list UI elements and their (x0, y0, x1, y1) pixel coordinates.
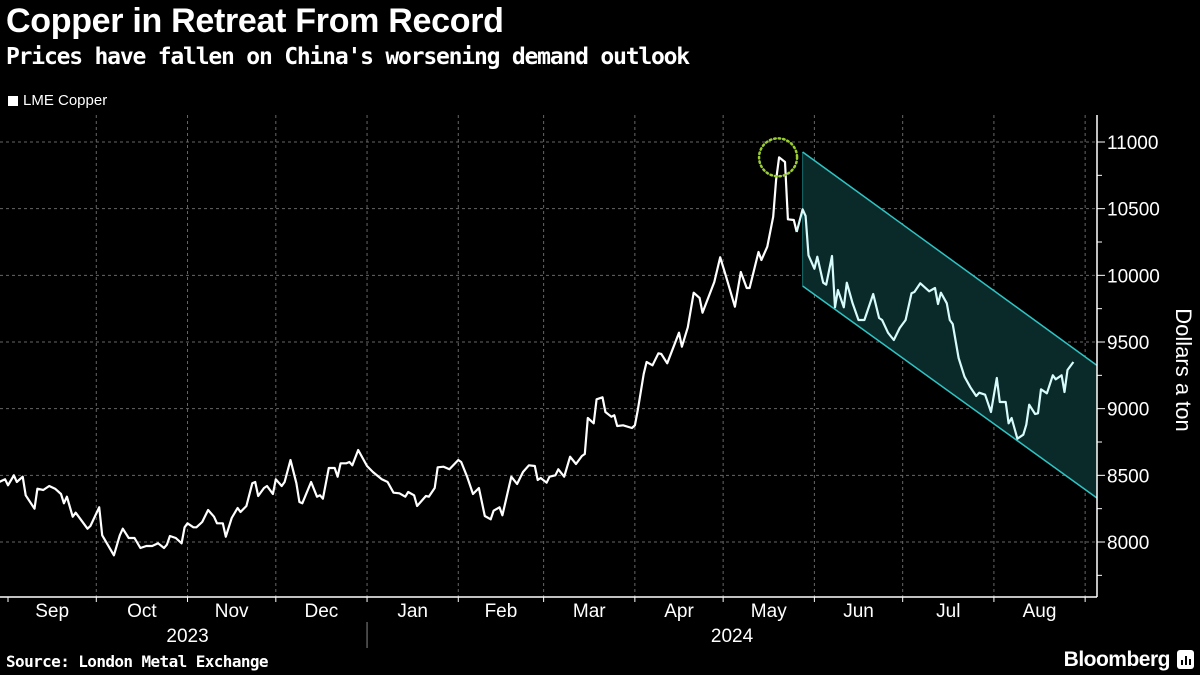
price-line (0, 156, 798, 557)
year-label-2024: 2024 (711, 626, 754, 647)
y-tick-label: 11000 (1107, 133, 1158, 154)
y-tick-label: 8000 (1107, 533, 1149, 554)
axes: 8000 8500 9000 9500 10000 10500 11000 Sep Oct Nov… (0, 115, 1160, 648)
y-axis-label: Dollars a ton (1171, 308, 1196, 432)
chart-subtitle: Prices have fallen on China's worsening … (6, 44, 690, 70)
chart-title: Copper in Retreat From Record (6, 2, 504, 40)
x-tick-label: Mar (573, 601, 606, 622)
legend-swatch (8, 95, 18, 106)
channel-upper-line (802, 151, 1098, 366)
channel-fill (802, 152, 1097, 498)
x-tick-label: Nov (215, 601, 249, 622)
source-note: Source: London Metal Exchange (6, 652, 269, 671)
series-lme-copper (0, 156, 1075, 557)
year-label-2023: 2023 (166, 626, 208, 647)
peak-marker-circle (757, 137, 799, 178)
price-line-in-channel (795, 208, 1075, 440)
bloomberg-logo: Bloomberg (1063, 648, 1171, 671)
x-tick-label: Jan (397, 601, 428, 622)
x-tick-label: Apr (664, 601, 694, 622)
channel-lower-line (802, 285, 1098, 499)
x-tick-label: Aug (1023, 601, 1057, 622)
chart-icon (1177, 650, 1194, 669)
x-tick-label: Sep (35, 601, 69, 622)
downtrend-channel (802, 151, 1098, 499)
x-tick-label: May (751, 601, 787, 622)
x-tick-label: Oct (127, 601, 157, 622)
y-tick-label: 10000 (1107, 266, 1160, 287)
legend-label: LME Copper (23, 92, 108, 109)
y-tick-label: 8500 (1107, 466, 1149, 487)
x-tick-label: Jul (936, 601, 960, 622)
y-tick-label: 9500 (1107, 333, 1149, 354)
x-tick-label: Jun (843, 601, 874, 622)
x-tick-label: Dec (305, 601, 339, 622)
y-tick-label: 9000 (1107, 400, 1149, 421)
x-tick-label: Feb (485, 601, 518, 622)
legend: LME Copper (8, 92, 107, 109)
annotations (757, 137, 799, 178)
y-tick-label: 10500 (1107, 200, 1160, 221)
